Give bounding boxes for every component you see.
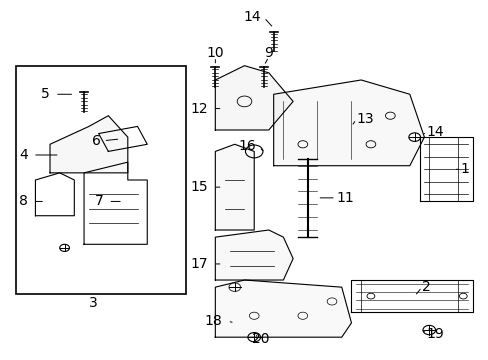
Text: 4: 4 [20, 148, 28, 162]
Polygon shape [50, 116, 127, 173]
Text: 20: 20 [251, 332, 269, 346]
Text: 12: 12 [190, 102, 207, 116]
Text: 1: 1 [460, 162, 469, 176]
Polygon shape [215, 230, 292, 280]
Text: 6: 6 [92, 134, 101, 148]
Text: 14: 14 [426, 125, 444, 139]
Polygon shape [273, 80, 424, 166]
Text: 19: 19 [426, 327, 444, 341]
Text: 11: 11 [336, 191, 354, 205]
Text: 5: 5 [41, 87, 50, 101]
Polygon shape [215, 280, 351, 337]
Text: 3: 3 [89, 296, 98, 310]
Polygon shape [215, 144, 254, 230]
Text: 17: 17 [190, 257, 207, 271]
Text: 18: 18 [204, 314, 222, 328]
Text: 14: 14 [244, 10, 261, 24]
Bar [16, 66, 186, 294]
Text: 16: 16 [239, 139, 256, 153]
Polygon shape [215, 66, 292, 130]
Text: 13: 13 [356, 112, 373, 126]
Text: 15: 15 [190, 180, 207, 194]
Text: 8: 8 [19, 194, 28, 208]
Text: 9: 9 [264, 46, 273, 60]
Text: 7: 7 [95, 194, 103, 208]
Text: 2: 2 [421, 280, 430, 294]
Text: 10: 10 [206, 46, 224, 60]
